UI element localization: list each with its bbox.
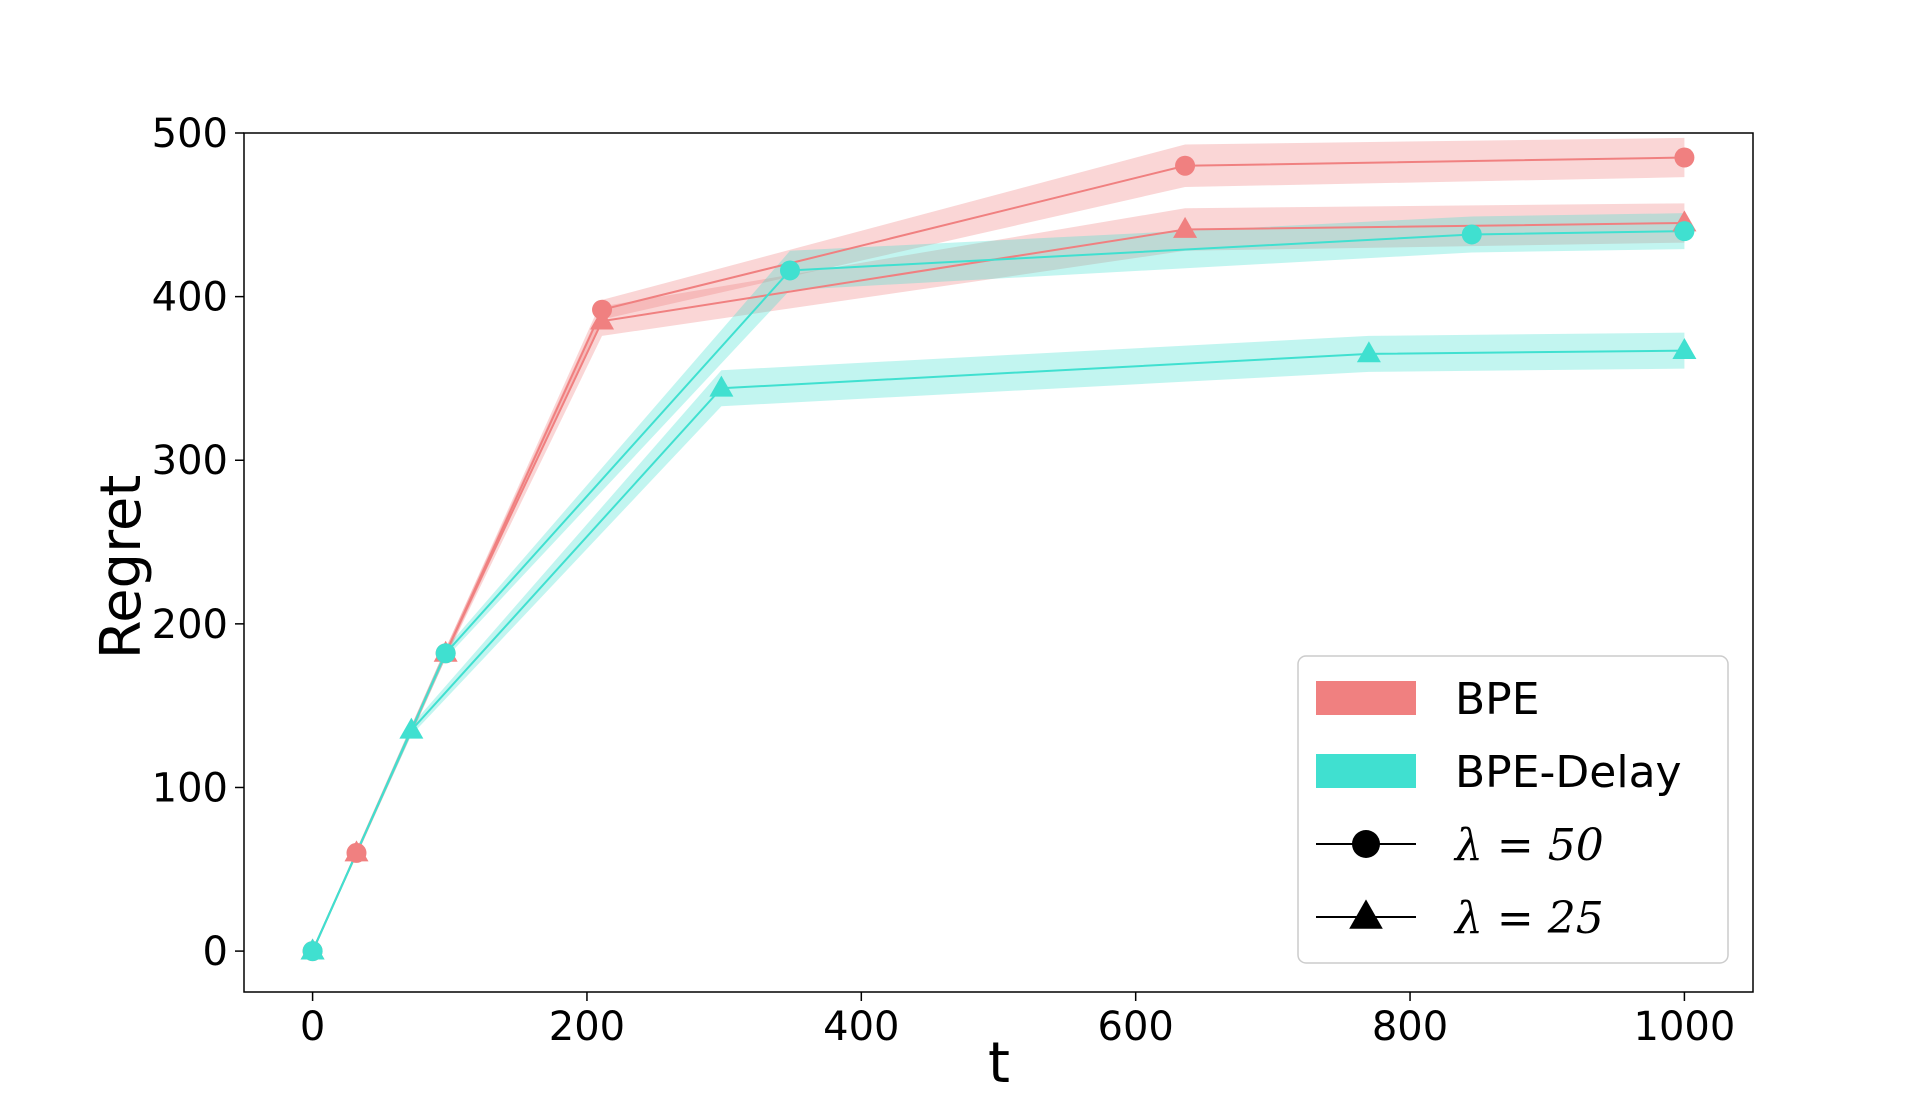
- marker-bpe-lambda-25-4: [1173, 216, 1198, 238]
- y-tick-label: 500: [152, 111, 228, 157]
- marker-bpe-lambda-25-3: [590, 308, 615, 330]
- marker-bpe-delay-lambda-25-0: [300, 938, 325, 960]
- x-tick-label: 400: [823, 1004, 899, 1050]
- x-tick-label: 600: [1098, 1004, 1174, 1050]
- x-axis-title: t: [988, 1031, 1010, 1095]
- y-tick-label: 300: [152, 438, 228, 484]
- marker-bpe-delay-lambda-50-2: [779, 260, 800, 281]
- y-tick-label: 0: [203, 929, 228, 975]
- marker-bpe-delay-lambda-50-3: [1461, 224, 1482, 245]
- marker-bpe-delay-lambda-50-4: [1674, 221, 1695, 242]
- legend-label--50: λ = 50: [1453, 820, 1604, 871]
- series-markers: [300, 147, 1697, 962]
- legend-swatch-bpe: [1316, 681, 1416, 715]
- marker-bpe-lambda-50-4: [1175, 155, 1196, 176]
- legend: BPE BPE-Delay λ = 50 λ = 25: [1297, 655, 1729, 964]
- legend-box: [1297, 655, 1729, 964]
- y-tick-label: 400: [152, 275, 228, 321]
- legend-swatch-bpe-delay: [1316, 754, 1416, 788]
- marker-bpe-delay-lambda-25-1: [399, 717, 424, 739]
- y-axis-title: Regret: [89, 475, 154, 660]
- legend-label-bpe: BPE: [1455, 674, 1540, 725]
- x-tick-label: 200: [549, 1004, 625, 1050]
- legend-label-bpe-delay: BPE-Delay: [1455, 747, 1682, 798]
- y-tick-label: 100: [152, 765, 228, 811]
- marker-bpe-delay-lambda-50-1: [435, 643, 456, 664]
- x-tick-label: 1000: [1634, 1004, 1736, 1050]
- marker-bpe-delay-lambda-25-2: [709, 375, 734, 397]
- marker-bpe-lambda-25-1: [344, 840, 369, 862]
- legend-label--25: λ = 25: [1453, 893, 1604, 944]
- marker-bpe-delay-lambda-25-4: [1672, 338, 1697, 360]
- y-tick-label: 200: [152, 602, 228, 648]
- plot-frame: [243, 132, 1754, 993]
- marker-bpe-lambda-50-5: [1674, 147, 1695, 168]
- marker-bpe-delay-lambda-25-3: [1356, 341, 1381, 363]
- legend-marker-triangle: [1349, 899, 1383, 929]
- legend-marker-circle: [1352, 830, 1380, 858]
- x-tick-label: 800: [1372, 1004, 1448, 1050]
- axes: 0 200 400 600 800 1000 0 100 200 300 400 500: [152, 111, 1754, 1050]
- x-tick-label: 0: [300, 1004, 325, 1050]
